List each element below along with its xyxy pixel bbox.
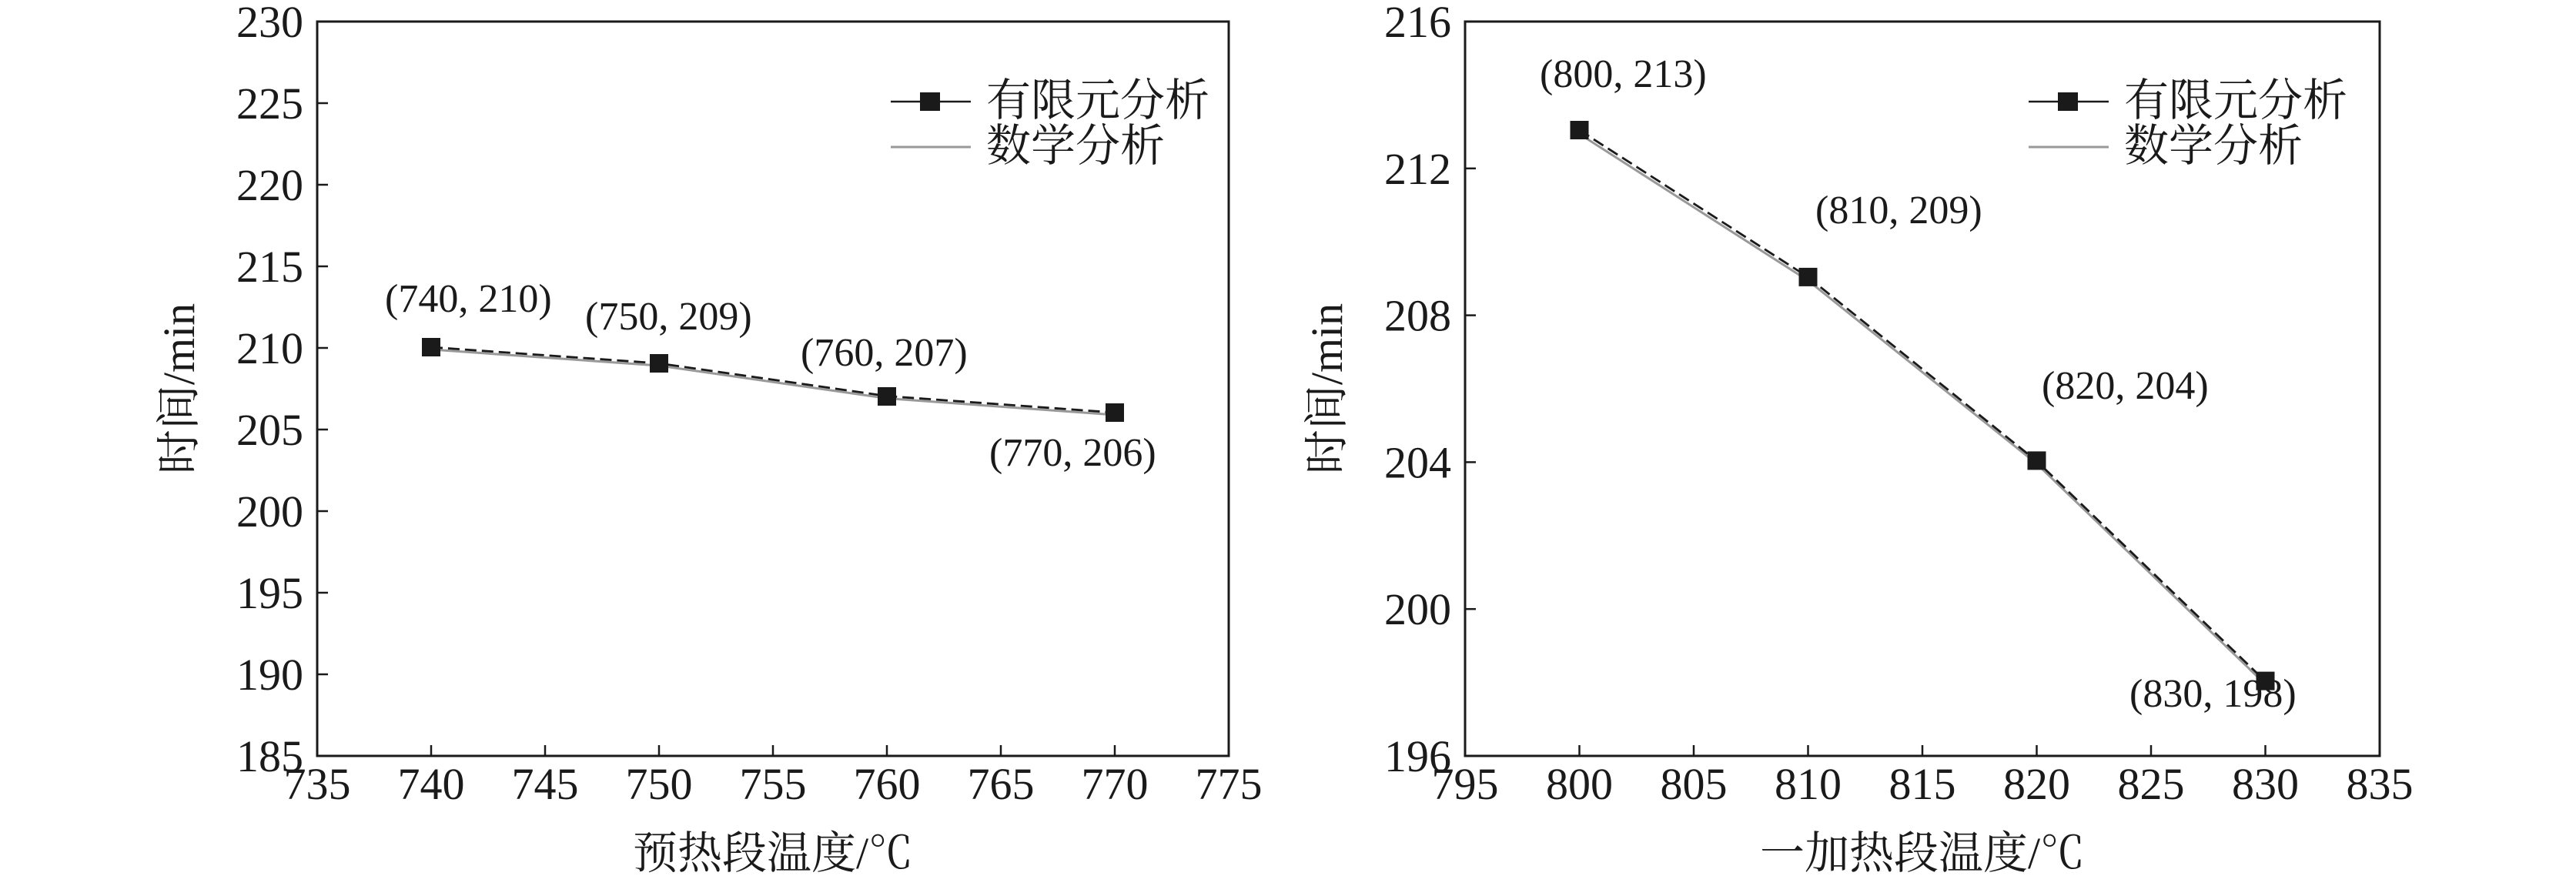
- svg-text:825: 825: [2118, 759, 2185, 809]
- svg-text:196: 196: [1384, 731, 1451, 781]
- svg-text:815: 815: [1889, 759, 1956, 809]
- svg-text:(830, 198): (830, 198): [2129, 672, 2297, 716]
- svg-text:225: 225: [236, 79, 303, 129]
- svg-text:185: 185: [236, 731, 303, 781]
- svg-text:212: 212: [1384, 144, 1451, 194]
- svg-text:有限元分析: 有限元分析: [2124, 75, 2347, 125]
- svg-text:时间/min: 时间/min: [1302, 303, 1352, 474]
- svg-text:195: 195: [236, 568, 303, 618]
- svg-text:一加热段温度/℃: 一加热段温度/℃: [1760, 828, 2085, 878]
- svg-text:预热段温度/℃: 预热段温度/℃: [633, 828, 913, 878]
- svg-text:205: 205: [236, 405, 303, 455]
- svg-text:775: 775: [1196, 759, 1263, 809]
- svg-text:765: 765: [968, 759, 1035, 809]
- svg-text:208: 208: [1384, 291, 1451, 341]
- svg-text:(740, 210): (740, 210): [385, 277, 552, 321]
- svg-text:210: 210: [236, 323, 303, 373]
- svg-text:835: 835: [2347, 759, 2414, 809]
- svg-text:有限元分析: 有限元分析: [986, 75, 1209, 125]
- svg-text:204: 204: [1384, 437, 1451, 487]
- svg-text:755: 755: [740, 759, 807, 809]
- svg-text:200: 200: [1384, 584, 1451, 634]
- svg-text:200: 200: [236, 486, 303, 537]
- svg-text:745: 745: [512, 759, 579, 809]
- svg-text:820: 820: [2003, 759, 2070, 809]
- svg-text:220: 220: [236, 160, 303, 210]
- svg-text:800: 800: [1546, 759, 1613, 809]
- svg-text:230: 230: [236, 0, 303, 47]
- svg-text:数学分析: 数学分析: [986, 121, 1165, 171]
- svg-text:190: 190: [236, 650, 303, 700]
- svg-text:830: 830: [2232, 759, 2299, 809]
- svg-text:时间/min: 时间/min: [154, 303, 204, 474]
- svg-text:(770, 206): (770, 206): [989, 431, 1156, 475]
- svg-text:215: 215: [236, 242, 303, 292]
- svg-text:(800, 213): (800, 213): [1540, 52, 1707, 96]
- svg-text:216: 216: [1384, 0, 1451, 47]
- svg-text:数学分析: 数学分析: [2124, 121, 2303, 171]
- svg-text:770: 770: [1082, 759, 1149, 809]
- svg-text:(750, 209): (750, 209): [585, 295, 752, 339]
- svg-text:750: 750: [626, 759, 693, 809]
- svg-text:810: 810: [1775, 759, 1842, 809]
- svg-text:760: 760: [854, 759, 921, 809]
- svg-text:(760, 207): (760, 207): [801, 331, 968, 375]
- svg-text:740: 740: [398, 759, 465, 809]
- svg-text:(810, 209): (810, 209): [1815, 189, 1982, 232]
- svg-text:805: 805: [1661, 759, 1728, 809]
- svg-text:(820, 204): (820, 204): [2042, 364, 2209, 408]
